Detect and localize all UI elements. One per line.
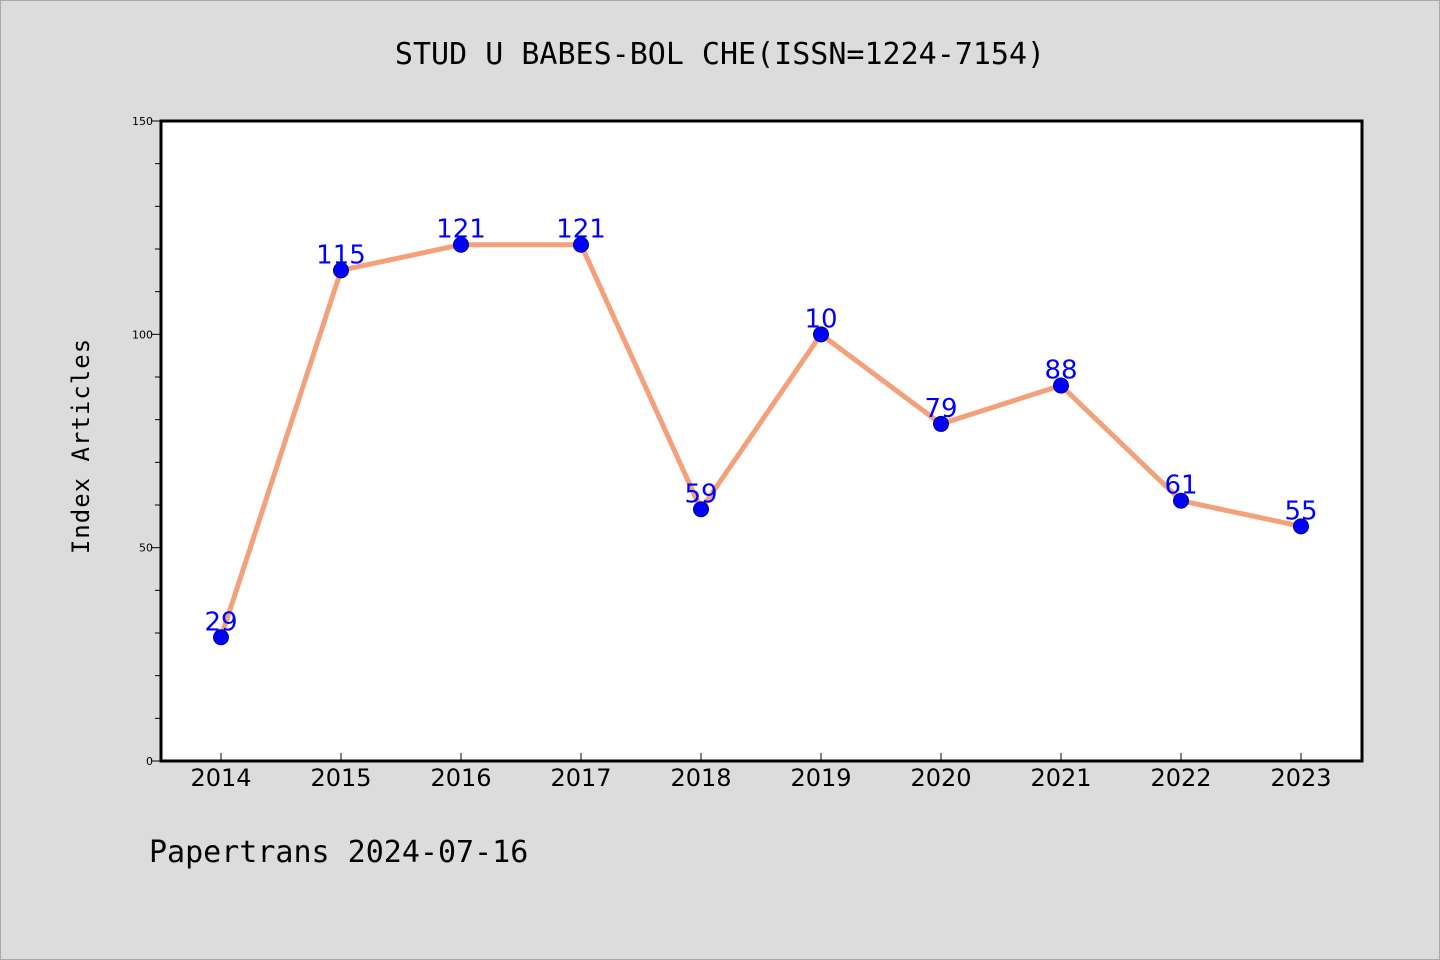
- x-tick-label: 2020: [910, 764, 971, 792]
- data-point: [453, 236, 469, 253]
- data-label: 55: [1284, 496, 1317, 526]
- footer-text: Papertrans 2024-07-16: [149, 835, 529, 870]
- x-tick-label: 2014: [190, 764, 251, 792]
- data-label: 29: [204, 607, 237, 637]
- data-label: 88: [1044, 356, 1077, 386]
- y-tick-label: 0: [146, 755, 153, 768]
- data-point: [1053, 377, 1069, 394]
- data-label: 61: [1164, 471, 1197, 501]
- data-point: [333, 262, 349, 279]
- x-tick-label: 2017: [550, 764, 611, 792]
- x-tick-label: 2016: [430, 764, 491, 792]
- data-point: [573, 236, 589, 253]
- data-label: 121: [436, 215, 486, 245]
- chart-title: STUD U BABES-BOL CHE(ISSN=1224-7154): [394, 37, 1046, 72]
- x-tick-label: 2023: [1270, 764, 1331, 792]
- y-axis-ticks: 0 50 100 150: [132, 115, 161, 768]
- plot-area: [159, 119, 1364, 763]
- x-axis-ticks: 2014 2015 2016 2017 2018 2019 2020 2021 2022 2023: [190, 753, 1332, 792]
- x-tick-label: 2022: [1150, 764, 1211, 792]
- data-point: [933, 415, 949, 432]
- data-label: 79: [924, 394, 957, 424]
- data-point: [693, 501, 709, 518]
- y-tick-label: 50: [139, 542, 153, 555]
- data-point: [1293, 518, 1309, 535]
- data-label: 121: [556, 215, 606, 245]
- data-point: [1173, 492, 1189, 509]
- data-label: 10: [804, 304, 837, 334]
- data-label: 59: [684, 479, 717, 509]
- x-tick-label: 2019: [790, 764, 851, 792]
- y-tick-label: 150: [132, 115, 153, 128]
- x-tick-label: 2021: [1030, 764, 1091, 792]
- y-tick-label: 100: [132, 328, 153, 341]
- series-line: [218, 242, 1304, 640]
- data-point: [213, 629, 229, 646]
- data-label: 115: [316, 240, 366, 270]
- x-tick-label: 2018: [670, 764, 731, 792]
- data-point: [813, 326, 829, 343]
- x-tick-label: 2015: [310, 764, 371, 792]
- series-line-group: 29 115 121 121 59 10 79 88 61 55: [204, 215, 1318, 646]
- y-axis-label: Index Articles: [67, 338, 95, 554]
